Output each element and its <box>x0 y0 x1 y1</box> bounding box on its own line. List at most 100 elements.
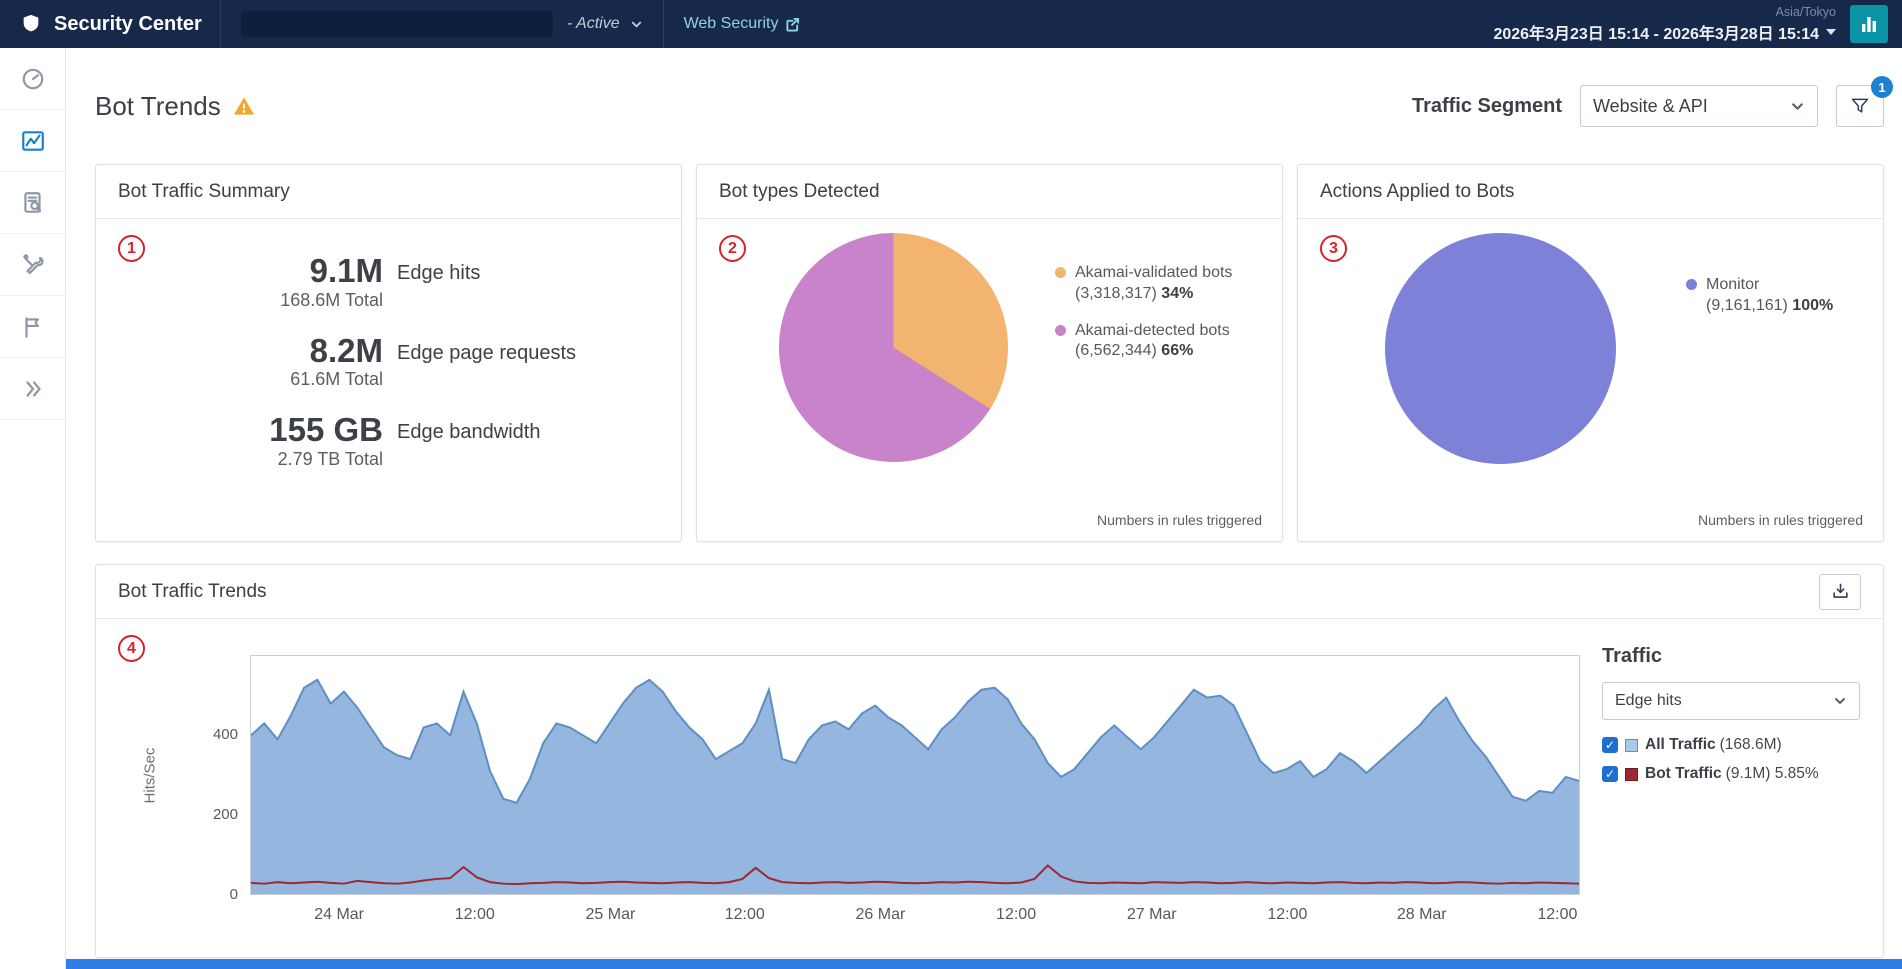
x-tick-label: 12:00 <box>996 906 1036 924</box>
pie-legend: Akamai-validated bots (3,318,317) 34% Ak… <box>1055 263 1232 362</box>
chevron-down-icon <box>630 18 643 31</box>
security-center-logo-icon <box>20 13 42 35</box>
card-title: Bot Traffic Trends <box>118 581 267 603</box>
x-axis-labels: 24 Mar12:0025 Mar12:0026 Mar12:0027 Mar1… <box>250 906 1580 930</box>
traffic-segment-value: Website & API <box>1593 96 1708 117</box>
traffic-segment-label: Traffic Segment <box>1412 95 1562 118</box>
metric-label: Edge hits <box>397 253 480 285</box>
bar-chart-icon <box>1859 14 1879 34</box>
bot-types-detected-card: Bot types Detected 2 Akamai-validated bo… <box>696 164 1283 542</box>
actions-applied-card: Actions Applied to Bots 3 Monitor (9,161… <box>1297 164 1884 542</box>
footnote: Numbers in rules triggered <box>1698 512 1863 528</box>
checkbox-icon <box>1602 766 1618 782</box>
x-tick-label: 25 Mar <box>586 906 636 924</box>
sidebar-item-expand[interactable] <box>0 358 65 420</box>
bot-traffic-summary-card: Bot Traffic Summary 1 9.1M 168.6M Total … <box>95 164 682 542</box>
y-axis-ticks: 0200400 <box>152 655 238 895</box>
card-title: Bot Traffic Summary <box>118 181 290 203</box>
traffic-panel-title: Traffic <box>1602 645 1864 668</box>
footnote: Numbers in rules triggered <box>1097 512 1262 528</box>
pie-legend: Monitor (9,161,161) 100% <box>1686 275 1833 317</box>
legend-swatch <box>1055 267 1066 278</box>
annotation-marker-3: 3 <box>1320 235 1347 262</box>
metric-edge-bandwidth: 155 GB 2.79 TB Total Edge bandwidth <box>96 412 681 470</box>
y-tick-label: 0 <box>152 886 238 904</box>
annotation-marker-1: 1 <box>118 235 145 262</box>
metric-label: Edge page requests <box>397 333 576 365</box>
traffic-segment-select[interactable]: Website & API <box>1580 85 1818 127</box>
traffic-panel: Traffic Edge hits All Traffic(168.6M) Bo… <box>1602 645 1864 794</box>
traffic-trends-chart[interactable] <box>250 655 1580 895</box>
tools-icon <box>20 252 46 278</box>
sidebar-item-flags[interactable] <box>0 296 65 358</box>
footer-strip <box>66 959 1902 969</box>
date-range-value: 2026年3月23日 15:14 - 2026年3月28日 15:14 <box>1493 20 1819 44</box>
series-toggle-all-traffic[interactable]: All Traffic(168.6M) <box>1602 736 1864 754</box>
account-name-redacted <box>241 11 553 37</box>
metric-label: Edge bandwidth <box>397 412 540 444</box>
legend-value: (3,318,317) <box>1075 285 1157 302</box>
x-tick-label: 12:00 <box>455 906 495 924</box>
filter-button[interactable]: 1 <box>1836 85 1884 127</box>
x-tick-label: 12:00 <box>1267 906 1307 924</box>
card-title: Actions Applied to Bots <box>1320 181 1514 203</box>
actions-pie-chart[interactable] <box>1385 233 1616 464</box>
legend-swatch <box>1055 325 1066 336</box>
series-detail: (168.6M) <box>1720 736 1782 753</box>
metric-total: 168.6M Total <box>96 290 383 311</box>
web-security-label: Web Security <box>684 15 779 33</box>
y-tick-label: 200 <box>152 806 238 824</box>
account-picker[interactable]: - Active <box>241 11 643 37</box>
traffic-metric-value: Edge hits <box>1615 692 1682 710</box>
legend-item-akamai-validated: Akamai-validated bots (3,318,317) 34% <box>1055 263 1232 305</box>
caret-down-icon <box>1826 29 1836 35</box>
legend-value: (9,161,161) <box>1706 297 1788 314</box>
double-chevron-right-icon <box>20 376 46 402</box>
annotation-marker-4: 4 <box>118 635 145 662</box>
series-swatch <box>1625 739 1638 752</box>
download-button[interactable] <box>1819 574 1861 610</box>
sidebar-item-tools[interactable] <box>0 234 65 296</box>
trend-chart-icon <box>20 128 46 154</box>
metric-total: 61.6M Total <box>96 369 383 390</box>
bot-types-pie-chart[interactable] <box>779 233 1008 462</box>
page-title: Bot Trends <box>95 91 221 122</box>
series-detail: (9.1M) 5.85% <box>1726 765 1819 782</box>
series-toggle-bot-traffic[interactable]: Bot Traffic(9.1M) 5.85% <box>1602 765 1864 783</box>
series-name: Bot Traffic <box>1645 765 1722 782</box>
filter-funnel-icon <box>1850 96 1870 116</box>
sidebar-item-log-analysis[interactable] <box>0 172 65 234</box>
metric-edge-hits: 9.1M 168.6M Total Edge hits <box>96 253 681 311</box>
traffic-metric-select[interactable]: Edge hits <box>1602 682 1860 720</box>
metric-value: 155 GB <box>96 412 383 448</box>
metric-edge-page-requests: 8.2M 61.6M Total Edge page requests <box>96 333 681 391</box>
legend-value: (6,562,344) <box>1075 342 1157 359</box>
x-tick-label: 12:00 <box>1537 906 1577 924</box>
legend-swatch <box>1686 279 1697 290</box>
date-range-picker[interactable]: Asia/Tokyo 2026年3月23日 15:14 - 2026年3月28日… <box>1493 5 1836 44</box>
annotation-marker-2: 2 <box>719 235 746 262</box>
reports-button[interactable] <box>1850 5 1888 43</box>
bot-traffic-trends-card: Bot Traffic Trends 4 Hits/Sec 0200400 24… <box>95 564 1884 958</box>
sidebar-item-bot-trends[interactable] <box>0 110 65 172</box>
legend-label: Monitor <box>1706 275 1833 296</box>
external-link-icon <box>785 17 800 32</box>
legend-percent: 34% <box>1161 285 1193 302</box>
download-icon <box>1831 582 1850 601</box>
legend-item-monitor: Monitor (9,161,161) 100% <box>1686 275 1833 317</box>
x-tick-label: 28 Mar <box>1397 906 1447 924</box>
flag-icon <box>20 314 46 340</box>
legend-item-akamai-detected: Akamai-detected bots (6,562,344) 66% <box>1055 321 1232 363</box>
web-security-link[interactable]: Web Security <box>684 15 801 33</box>
main-content: Bot Trends Traffic Segment Website & API… <box>66 48 1902 969</box>
chevron-down-icon <box>1790 99 1805 114</box>
series-swatch <box>1625 768 1638 781</box>
sidebar-item-dashboard[interactable] <box>0 48 65 110</box>
account-status: - Active <box>567 15 620 33</box>
x-tick-label: 24 Mar <box>314 906 364 924</box>
checkbox-icon <box>1602 737 1618 753</box>
app-title: Security Center <box>54 13 202 36</box>
legend-label: Akamai-validated bots <box>1075 263 1232 284</box>
document-search-icon <box>20 190 46 216</box>
filter-count-badge: 1 <box>1871 76 1893 98</box>
